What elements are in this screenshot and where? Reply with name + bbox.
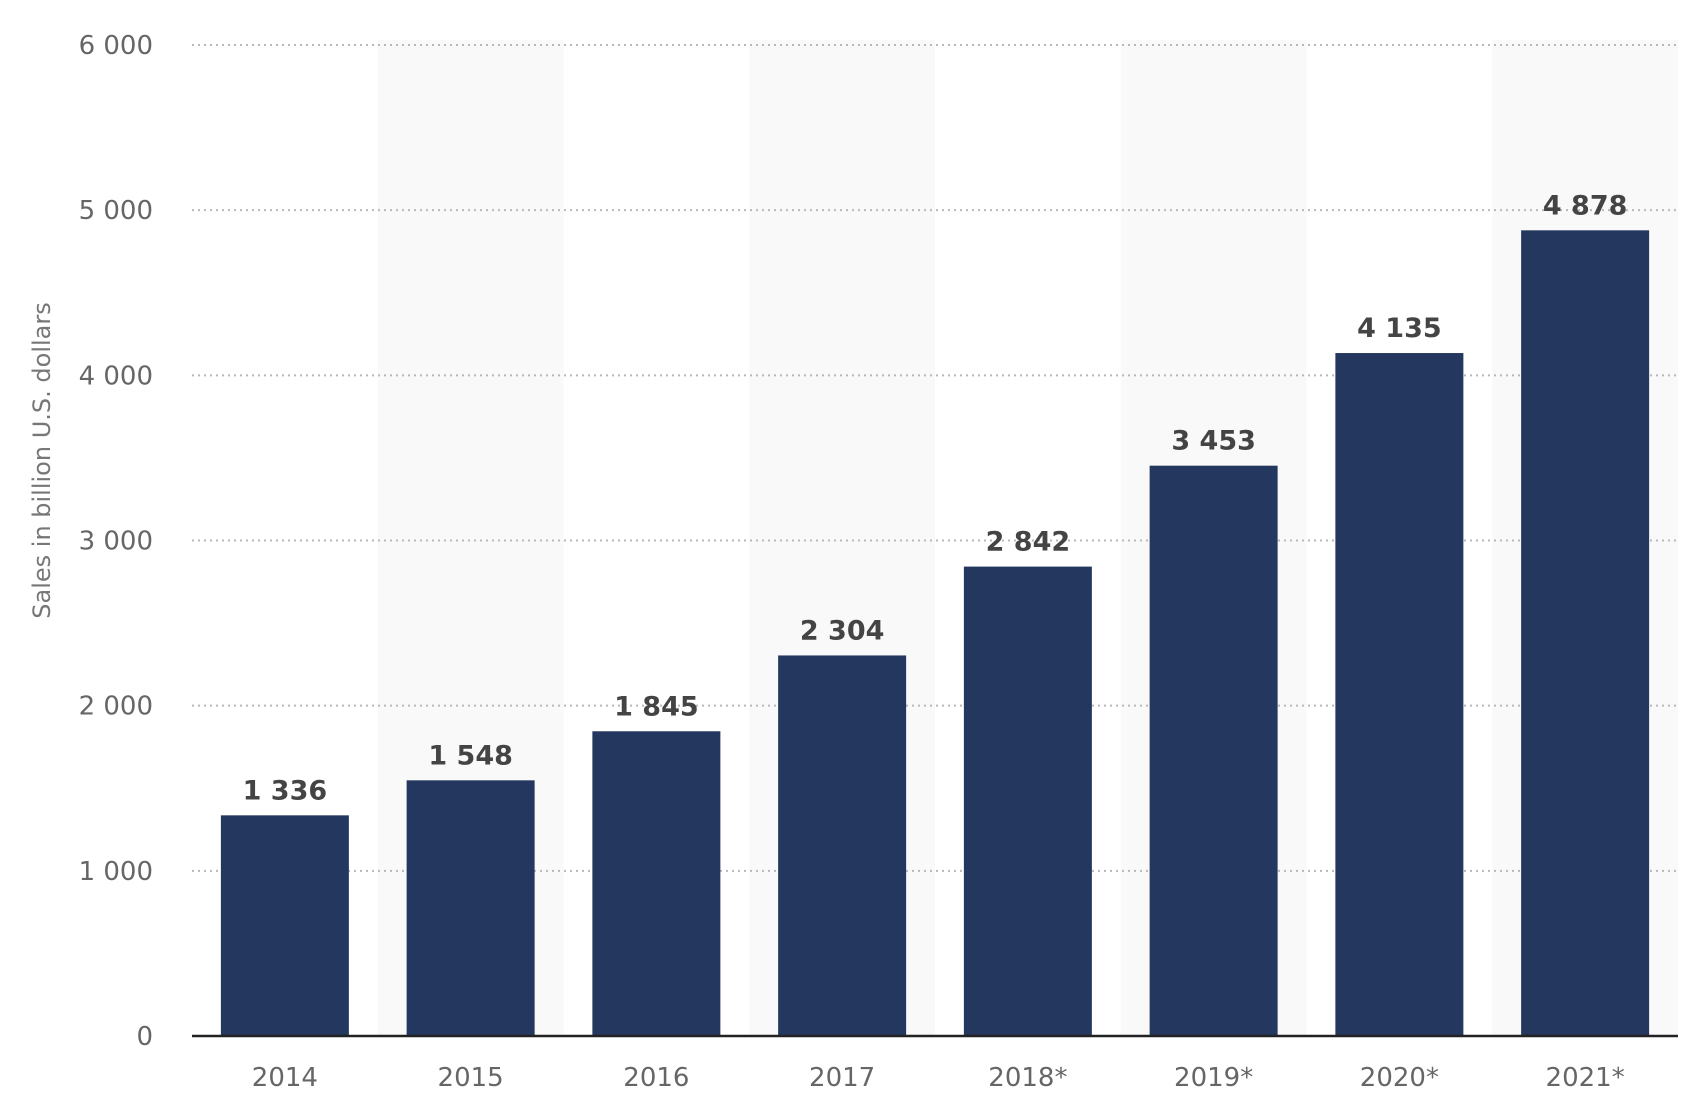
x-tick-label: 2020* — [1360, 1063, 1439, 1093]
data-label: 2 304 — [800, 615, 885, 646]
y-tick-label: 1 000 — [79, 857, 153, 887]
bar-2020[interactable] — [1335, 353, 1464, 1036]
x-tick-label: 2014 — [252, 1063, 318, 1093]
y-tick-label: 3 000 — [79, 527, 153, 557]
x-tick-label: 2016 — [623, 1063, 689, 1093]
x-tick-label: 2017 — [809, 1063, 875, 1093]
data-label: 4 878 — [1543, 190, 1628, 221]
y-tick-label: 0 — [136, 1022, 153, 1052]
data-labels: 1 336 1 548 1 845 2 304 2 842 3 453 4 135 4 878 — [243, 190, 1628, 806]
x-tick-label: 2019* — [1174, 1063, 1253, 1093]
y-tick-label: 2 000 — [79, 692, 153, 722]
bar-2017[interactable] — [778, 655, 907, 1036]
bar-2014[interactable] — [220, 815, 349, 1036]
data-label: 2 842 — [986, 527, 1071, 558]
x-tick-label: 2021* — [1546, 1063, 1625, 1093]
x-tick-label: 2015 — [438, 1063, 504, 1093]
y-axis-ticks: 0 1 000 2 000 3 000 4 000 5 000 6 000 — [79, 31, 153, 1052]
bar-2016[interactable] — [592, 731, 721, 1036]
bars — [220, 230, 1650, 1036]
y-axis-title: Sales in billion U.S. dollars — [28, 302, 56, 618]
bar-2015[interactable] — [406, 780, 535, 1036]
bar-2018[interactable] — [963, 566, 1092, 1036]
bar-2019[interactable] — [1149, 465, 1278, 1036]
y-tick-label: 6 000 — [79, 31, 153, 61]
x-tick-label: 2018* — [988, 1063, 1067, 1093]
y-tick-label: 4 000 — [79, 361, 153, 391]
bar-2021[interactable] — [1521, 230, 1650, 1036]
data-label: 1 548 — [428, 740, 513, 771]
data-label: 1 336 — [243, 775, 328, 806]
data-label: 4 135 — [1357, 313, 1442, 344]
data-label: 3 453 — [1171, 426, 1256, 457]
data-label: 1 845 — [614, 691, 699, 722]
y-tick-label: 5 000 — [79, 196, 153, 226]
x-axis-ticks: 2014 2015 2016 2017 2018* 2019* 2020* 2021* — [252, 1063, 1625, 1093]
